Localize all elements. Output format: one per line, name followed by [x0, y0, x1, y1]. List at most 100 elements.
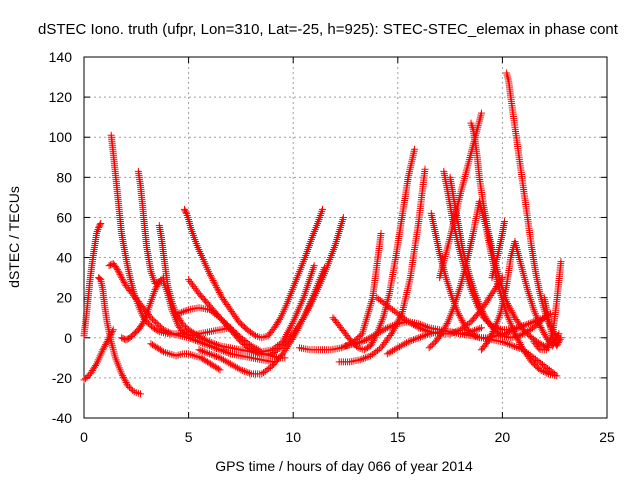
y-axis-label: dSTEC / TECUs — [6, 186, 22, 288]
data-point — [413, 323, 421, 331]
data-point — [214, 353, 222, 361]
data-point — [144, 319, 152, 327]
data-point — [124, 382, 132, 390]
data-point — [505, 340, 513, 348]
data-point — [211, 280, 219, 288]
data-point — [251, 347, 259, 355]
data-point — [413, 334, 421, 342]
axis-ticks: 0 5 10 15 20 25 -40 -20 0 20 40 60 80 100 120 140 — [49, 49, 615, 445]
data-point — [119, 373, 127, 381]
data-point — [403, 339, 411, 347]
data-point — [472, 326, 480, 334]
data-point — [390, 321, 398, 329]
data-point — [443, 319, 451, 327]
data-point — [337, 344, 345, 352]
data-point — [181, 323, 189, 331]
data-point — [420, 326, 428, 334]
data-point — [459, 318, 467, 326]
data-point — [481, 300, 489, 308]
data-point — [557, 258, 565, 266]
data-point — [208, 275, 216, 283]
data-point — [539, 315, 547, 323]
y-tick-label: 140 — [49, 49, 73, 65]
data-point — [147, 314, 155, 322]
data-point — [440, 325, 448, 333]
data-point — [283, 330, 291, 338]
data-point — [92, 362, 100, 370]
data-point — [361, 336, 369, 344]
data-point — [357, 338, 365, 346]
data-point — [297, 319, 305, 327]
data-point — [422, 331, 430, 339]
data-point — [211, 340, 219, 348]
data-point — [286, 323, 294, 331]
data-point — [359, 337, 367, 345]
data-point — [321, 264, 329, 272]
data-point — [518, 344, 526, 352]
data-point — [293, 326, 301, 334]
data-point — [116, 270, 124, 278]
data-point — [214, 365, 222, 373]
y-tick-label: -40 — [52, 410, 72, 426]
data-point — [554, 339, 562, 347]
data-point — [504, 340, 512, 348]
data-point — [127, 385, 135, 393]
data-point — [161, 327, 169, 335]
data-point — [500, 217, 508, 225]
x-tick-label: 20 — [495, 429, 511, 445]
data-point — [389, 326, 397, 334]
data-point — [291, 330, 299, 338]
data-point — [511, 342, 519, 350]
data-point — [408, 336, 416, 344]
data-point — [541, 330, 549, 338]
data-point — [254, 348, 262, 356]
data-point — [239, 367, 247, 375]
data-point — [212, 340, 220, 348]
data-point — [517, 331, 525, 339]
data-point — [153, 282, 161, 290]
data-point — [488, 329, 496, 337]
plot-frame — [83, 56, 608, 419]
data-point — [247, 346, 255, 354]
data-point — [115, 269, 123, 277]
data-point — [404, 338, 412, 346]
data-point — [285, 341, 293, 349]
data-point — [549, 334, 557, 342]
data-point — [156, 323, 164, 331]
data-point — [216, 366, 224, 374]
data-point — [290, 332, 298, 340]
data-point — [406, 337, 414, 345]
data-point — [553, 342, 561, 350]
data-point — [199, 335, 207, 343]
data-point — [214, 341, 222, 349]
data-point — [428, 341, 436, 349]
data-point — [536, 366, 544, 374]
data-point — [377, 344, 385, 352]
data-point — [285, 325, 293, 333]
data-point — [486, 333, 494, 341]
data-point — [487, 291, 495, 299]
data-point — [209, 339, 217, 347]
data-point — [242, 368, 250, 376]
data-point — [154, 281, 162, 289]
data-point — [368, 338, 376, 346]
data-point — [477, 109, 485, 117]
data-point — [223, 348, 231, 356]
data-point — [480, 311, 488, 319]
data-point — [138, 321, 146, 329]
data-point — [197, 346, 205, 354]
data-point — [476, 324, 484, 332]
data-point — [295, 323, 303, 331]
data-point — [352, 340, 360, 348]
data-point — [423, 330, 431, 338]
data-point — [507, 341, 515, 349]
x-tick-label: 5 — [185, 429, 193, 445]
data-point — [118, 275, 126, 283]
data-point — [288, 336, 296, 344]
data-point — [557, 334, 565, 342]
data-point — [121, 377, 129, 385]
data-point — [489, 327, 497, 335]
data-point — [440, 326, 448, 334]
data-point — [279, 350, 287, 358]
